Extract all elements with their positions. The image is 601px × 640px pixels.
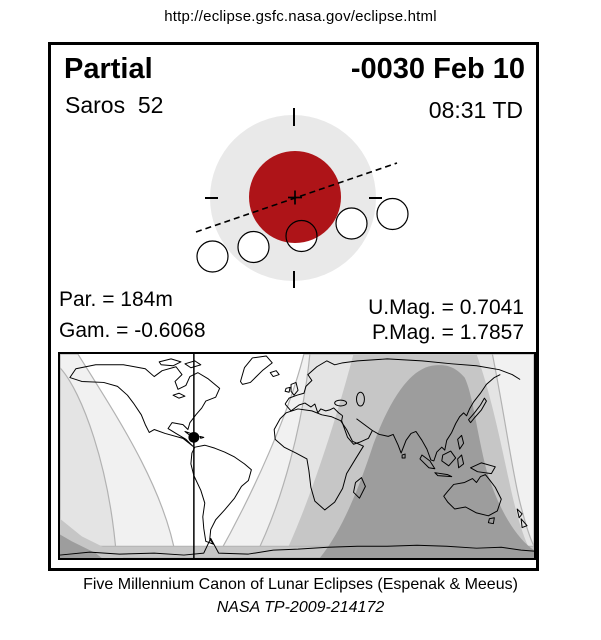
visibility-map	[60, 354, 534, 558]
axis-ticks	[205, 108, 382, 288]
moon-outline	[376, 197, 409, 231]
moon-outline	[335, 207, 368, 240]
ecliptic-dashed-line	[195, 162, 398, 233]
footer-title: Five Millennium Canon of Lunar Eclipses …	[83, 576, 518, 593]
footer-reference: NASA TP-2009-214172	[216, 599, 385, 616]
band-dark-core	[319, 365, 534, 558]
moon-outlines	[196, 197, 409, 273]
center-cross	[288, 190, 302, 205]
visibility-map-frame	[58, 352, 536, 560]
moon-disc	[377, 198, 408, 230]
umbral-magnitude-stat: U.Mag. = 0.7041	[368, 296, 524, 319]
gamma-stat: Gam. = -0.6068	[59, 319, 206, 342]
moon-disc	[238, 231, 269, 263]
zenith-point-dot	[188, 431, 200, 443]
eclipse-time-label: 08:31 TD	[428, 97, 523, 123]
moon-disc	[336, 208, 367, 239]
saros-label: Saros 52	[65, 92, 164, 118]
moon-outline	[196, 240, 229, 273]
moon-disc	[197, 241, 228, 272]
eclipse-type-label: Partial	[64, 53, 153, 85]
shadow-diagram	[195, 108, 409, 288]
eclipse-figure-frame: Partial -0030 Feb 10 Saros 52 08:31 TD P…	[48, 42, 539, 571]
moon-outline	[237, 230, 270, 264]
coastlines	[60, 355, 534, 556]
corner-medium	[60, 518, 124, 558]
eclipse-date-label: -0030 Feb 10	[350, 53, 525, 85]
par-stat: Par. = 184m	[59, 288, 173, 311]
penumbral-magnitude-stat: P.Mag. = 1.7857	[372, 321, 524, 344]
moon-outline	[285, 219, 318, 253]
source-url-caption: http://eclipse.gsfc.nasa.gov/eclipse.htm…	[164, 8, 437, 25]
